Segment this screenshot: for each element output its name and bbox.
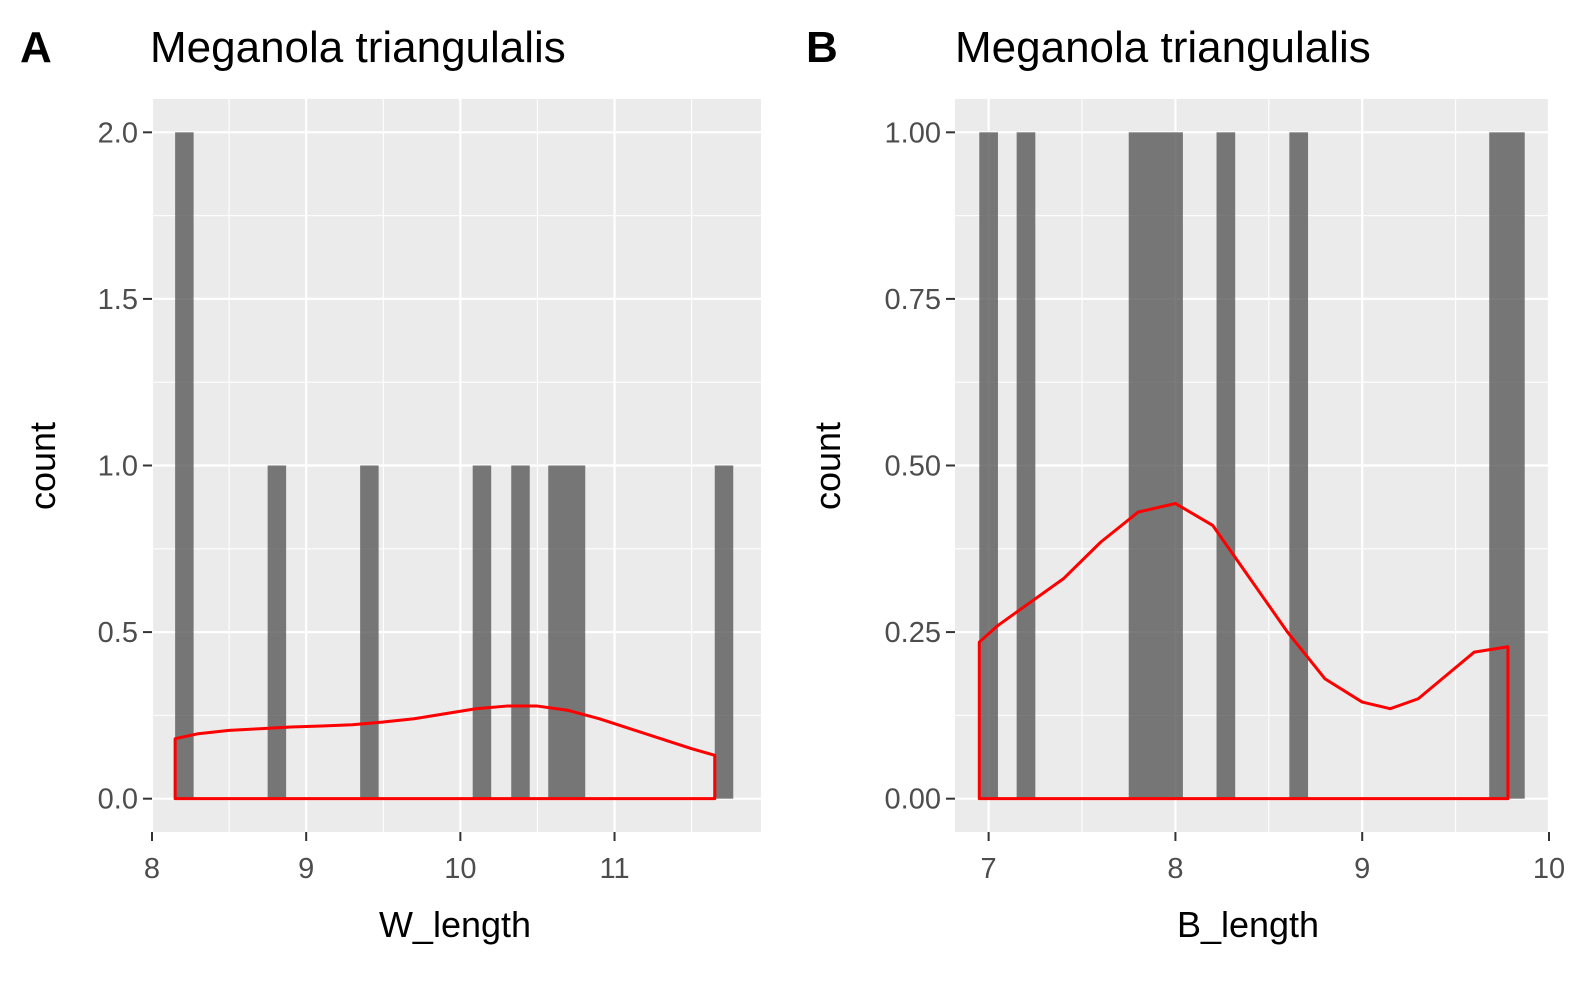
panel-b-histogram-bar (979, 132, 998, 799)
panel-a-x-tick-label: 8 (144, 853, 160, 885)
panel-b-histogram-bar (1128, 132, 1183, 799)
panel-a-x-tick-label: 11 (599, 853, 629, 885)
panel-b-x-tick-label: 7 (981, 853, 997, 885)
panel-b-x-tick-label: 9 (1354, 853, 1370, 885)
panel-a-y-tick-label: 1.5 (98, 284, 138, 316)
panel-a-plot: 0.0 0.5 1.0 1.5 2.0 8 9 10 11 (98, 99, 761, 885)
panel-a-density-curve (173, 704, 717, 801)
panel-b-y-tick-label: 0.25 (885, 617, 941, 649)
panel-b-x-tick-label: 10 (1533, 853, 1565, 885)
panel-b-x-axis-title: B_length (1177, 904, 1319, 945)
panel-a-histogram-bar (714, 465, 734, 799)
panel-a-y-tick-label: 0.0 (98, 784, 138, 816)
panel-b-histogram-bar (1289, 132, 1309, 799)
panel-b-x-tick-label: 8 (1167, 853, 1183, 885)
panel-b-y-tick-label: 0.00 (885, 784, 941, 816)
panel-b-density-curve (977, 501, 1510, 801)
panel-b-y-tick-label: 1.00 (885, 117, 941, 149)
panel-b-y-tick-label: 0.50 (885, 451, 941, 483)
panel-a-histogram-bar (175, 132, 194, 799)
panel-b-histogram-bar (1216, 132, 1236, 799)
panel-a-y-tick-label: 2.0 (98, 117, 138, 149)
panel-b: B Meganola triangulalis 0.00 0.25 0.50 0.75… (806, 23, 1565, 945)
panel-a-x-tick-label: 9 (298, 853, 314, 885)
panel-a-title: Meganola triangulalis (150, 23, 566, 72)
panel-b-histogram-bar (1016, 132, 1036, 799)
panel-b-y-tick-label: 0.75 (885, 284, 941, 316)
panel-a-histogram-bar (548, 465, 586, 799)
panel-b-title: Meganola triangulalis (955, 23, 1371, 72)
panel-a-histogram-bar (511, 465, 530, 799)
panel-a-histogram-bar (360, 465, 379, 799)
panel-b-plot: 0.00 0.25 0.50 0.75 1.00 7 8 9 10 (885, 99, 1565, 885)
panel-a-y-tick-label: 1.0 (98, 451, 138, 483)
panel-b-y-axis-title: count (807, 422, 848, 510)
panel-tag-b: B (806, 23, 838, 72)
panel-tag-a: A (20, 23, 52, 72)
panel-a-histogram-bar (267, 465, 287, 799)
panel-a-x-axis-title: W_length (379, 904, 531, 945)
panel-a-y-axis-title: count (22, 422, 63, 510)
panel-a: A Meganola triangulalis 0.0 0.5 1.0 1.5 2.0 8… (20, 23, 761, 945)
panel-a-histogram-bar (472, 465, 492, 799)
panel-a-x-tick-label: 10 (444, 853, 476, 885)
panel-a-y-tick-label: 0.5 (98, 617, 138, 649)
